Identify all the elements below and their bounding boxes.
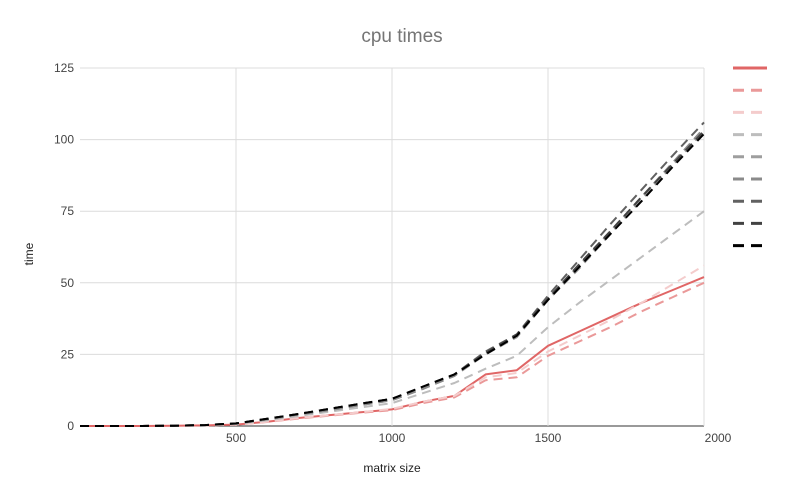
series-layer <box>80 121 705 427</box>
y-tick-label: 50 <box>61 276 75 290</box>
y-tick-label: 100 <box>54 133 74 147</box>
y-tick-label: 75 <box>61 204 75 218</box>
x-tick-label: 2000 <box>705 431 732 445</box>
x-tick-label: 500 <box>226 431 246 445</box>
series-line-9 <box>80 133 705 427</box>
tick-labels: 0 25 50 75 100 125 500 1000 1500 2000 <box>54 61 732 445</box>
y-tick-label: 25 <box>61 347 75 361</box>
y-tick-label: 0 <box>67 419 74 433</box>
y-tick-label: 125 <box>54 61 74 75</box>
grid <box>80 67 705 427</box>
series-line-1 <box>80 276 705 427</box>
chart-title: cpu times <box>361 26 442 47</box>
x-tick-label: 1500 <box>535 431 562 445</box>
x-axis-title: matrix size <box>363 461 421 475</box>
legend <box>733 66 767 248</box>
y-axis-title: time <box>22 242 36 265</box>
series-line-3 <box>80 264 705 427</box>
x-tick-label: 1000 <box>379 431 406 445</box>
